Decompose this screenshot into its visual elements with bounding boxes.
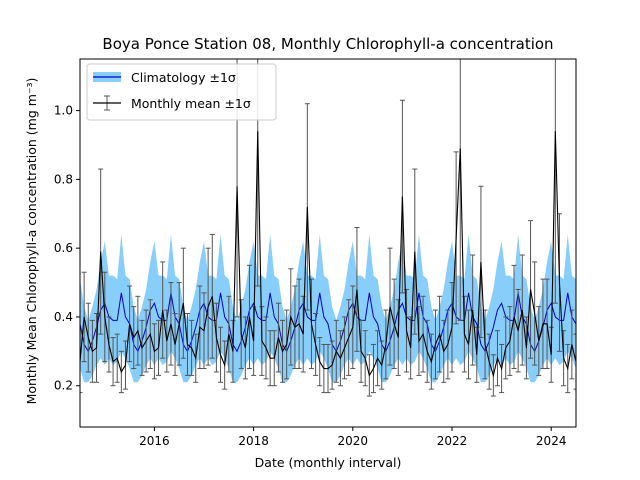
errorbar (619, 324, 624, 386)
y-tick-label: 0.2 (54, 379, 73, 393)
monthly-mean-line-layer (80, 131, 576, 378)
x-tick-label: 2016 (139, 434, 170, 448)
climatology-band-layer (80, 234, 576, 383)
chart-title: Boya Ponce Station 08, Monthly Chlorophy… (102, 35, 553, 53)
errorbar (631, 300, 636, 376)
plot-frame (79, 58, 577, 428)
errorbar (602, 320, 607, 382)
errorbar (586, 310, 591, 379)
errorbar (80, 330, 83, 394)
errorbar (636, 320, 640, 382)
errorbar (598, 245, 603, 362)
x-axis-label: Date (monthly interval) (255, 455, 402, 470)
errorbar (623, 344, 628, 392)
monthly-mean-line (80, 131, 576, 378)
errorbar (578, 344, 583, 392)
errorbar (594, 307, 599, 376)
legend-climatology-label: Climatology ±1σ (131, 70, 236, 85)
errorbar (607, 331, 612, 386)
climatology-band (80, 234, 576, 383)
errorbar (615, 310, 620, 379)
legend-box (86, 63, 277, 121)
x-tick-label: 2018 (238, 434, 269, 448)
errorbar (611, 355, 616, 396)
y-tick-label: 0.4 (54, 310, 73, 324)
errorbar (590, 307, 595, 376)
x-tick-label: 2022 (437, 434, 468, 448)
errorbar (573, 333, 576, 390)
x-tick-label: 2020 (338, 434, 369, 448)
y-tick-label: 0.8 (54, 172, 73, 186)
errorbar (627, 348, 632, 396)
y-tick-label: 0.6 (54, 241, 73, 255)
y-tick-label: 1.0 (54, 104, 73, 118)
legend-monthly-label: Monthly mean ±1σ (131, 96, 251, 111)
climatology-line-layer (80, 292, 576, 353)
errorbar (582, 296, 587, 372)
y-axis-label: Monthly Mean Chlorophyll-a concentration… (24, 78, 39, 405)
legend: Climatology ±1σ Monthly mean ±1σ (86, 63, 277, 121)
climatology-line (80, 292, 576, 353)
x-tick-label: 2024 (536, 434, 567, 448)
y-axis: 0.2 0.4 0.6 0.8 1.0 (54, 104, 80, 393)
x-axis: 2016 2018 2020 2022 2024 (139, 427, 566, 448)
